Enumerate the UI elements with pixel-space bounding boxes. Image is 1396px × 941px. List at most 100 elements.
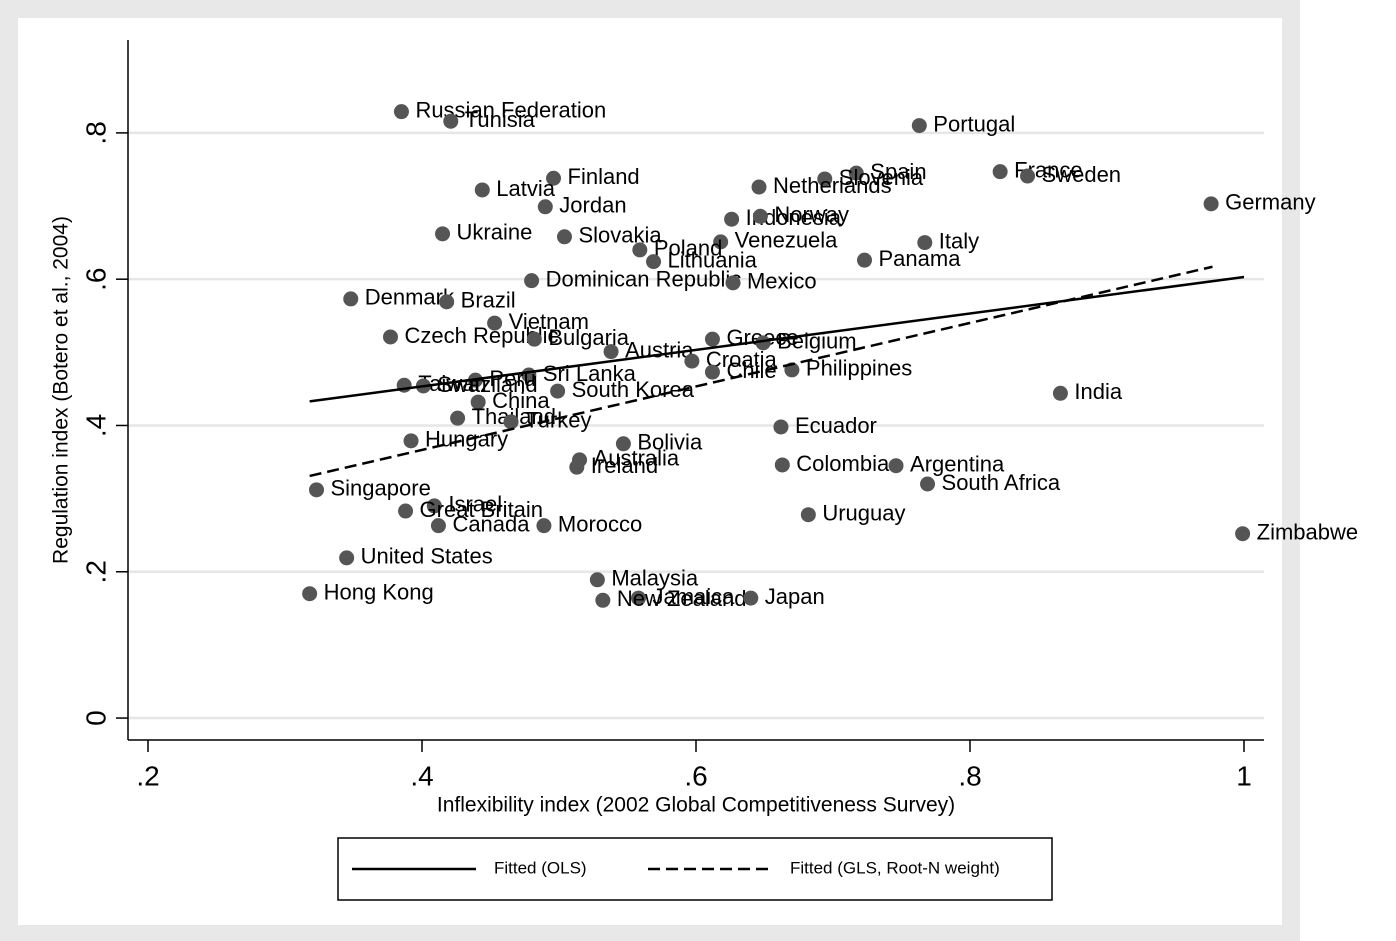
point xyxy=(393,104,409,120)
point-label: Philippines xyxy=(806,356,912,381)
point-label: Panama xyxy=(879,246,962,271)
point xyxy=(752,208,768,224)
point xyxy=(704,331,720,347)
point xyxy=(751,179,767,195)
point-label: Slovenia xyxy=(839,165,924,190)
legend-label: Fitted (OLS) xyxy=(494,858,587,877)
point-label: Germany xyxy=(1225,190,1315,215)
y-tick-label: .4 xyxy=(80,414,111,437)
point-label: Jamaica xyxy=(652,584,735,609)
point xyxy=(632,242,648,258)
x-tick-label: .4 xyxy=(410,760,433,791)
point xyxy=(309,482,325,498)
point xyxy=(917,235,933,251)
point xyxy=(503,414,519,430)
x-tick-label: 1 xyxy=(1236,760,1252,791)
point xyxy=(684,353,700,369)
y-tick-label: .6 xyxy=(80,268,111,291)
point-label: Finland xyxy=(568,164,640,189)
point-label: Mexico xyxy=(747,269,817,294)
point xyxy=(646,254,662,270)
point-label: Argentina xyxy=(910,452,1005,477)
point xyxy=(603,344,619,360)
y-tick-label: 0 xyxy=(80,710,111,726)
fit-line xyxy=(309,275,1245,403)
point xyxy=(339,550,355,566)
point-label: Denmark xyxy=(365,285,455,310)
point-label: Hong Kong xyxy=(324,580,434,605)
point xyxy=(526,331,542,347)
x-tick-label: .2 xyxy=(136,760,159,791)
point xyxy=(474,182,490,198)
point xyxy=(743,590,759,606)
point-label: Norway xyxy=(774,202,849,227)
point xyxy=(992,164,1008,180)
y-tick-label: .8 xyxy=(80,121,111,144)
point-label: Portugal xyxy=(933,111,1015,136)
point-label: South Africa xyxy=(942,470,1061,495)
legend-label: Fitted (GLS, Root-N weight) xyxy=(790,858,1000,877)
point xyxy=(1235,526,1251,542)
point-label: Israel xyxy=(448,492,502,517)
point-label: Morocco xyxy=(558,511,642,536)
point-label: Ukraine xyxy=(457,220,533,245)
x-tick-label: .8 xyxy=(958,760,981,791)
point xyxy=(524,273,540,289)
point xyxy=(487,315,503,331)
point-label: Brazil xyxy=(461,288,516,313)
point xyxy=(888,458,904,474)
point-label: Sweden xyxy=(1042,162,1122,187)
point-label: Zimbabwe xyxy=(1257,520,1358,545)
x-axis-title: Inflexibility index (2002 Global Competi… xyxy=(437,794,955,817)
point xyxy=(774,457,790,473)
point xyxy=(439,294,455,310)
point-label: Malaysia xyxy=(611,566,699,591)
point-label: India xyxy=(1074,379,1122,404)
point xyxy=(343,291,359,307)
point xyxy=(435,226,451,242)
point-label: Tunisia xyxy=(465,107,536,132)
point xyxy=(569,459,585,475)
point-label: Great Britain xyxy=(420,497,544,522)
point-label: New Zealand xyxy=(617,586,747,611)
point xyxy=(430,518,446,534)
point xyxy=(546,170,562,186)
point xyxy=(536,518,552,534)
point-label: Swaziland xyxy=(437,372,537,397)
y-tick-label: .2 xyxy=(80,560,111,583)
point xyxy=(755,335,771,351)
point-label: Venezuela xyxy=(735,228,839,253)
point-label: Colombia xyxy=(796,451,890,476)
point-label: Spain xyxy=(870,159,926,184)
point-label: Slovakia xyxy=(578,223,662,248)
point xyxy=(773,419,789,435)
point-label: Netherlands xyxy=(773,173,892,198)
point-label: Uruguay xyxy=(822,501,905,526)
point xyxy=(398,503,414,519)
fit-line xyxy=(309,265,1213,478)
plot-region xyxy=(18,18,1282,925)
point-label: Turkey xyxy=(525,408,591,433)
point xyxy=(800,507,816,523)
point-label: Australia xyxy=(594,446,680,471)
point xyxy=(704,364,720,380)
point-label: Ecuador xyxy=(795,413,877,438)
point xyxy=(550,383,566,399)
point xyxy=(615,436,631,452)
point xyxy=(920,476,936,492)
point xyxy=(1020,168,1036,184)
point xyxy=(630,590,646,606)
point xyxy=(470,394,486,410)
point xyxy=(426,498,442,514)
point xyxy=(443,113,459,129)
point xyxy=(911,118,927,134)
point-label: Singapore xyxy=(331,476,431,501)
point-label: Ireland xyxy=(591,453,658,478)
point xyxy=(817,171,833,187)
point-label: Lithuania xyxy=(668,247,758,272)
point-label: Vietnam xyxy=(509,309,589,334)
point xyxy=(713,234,729,250)
point xyxy=(450,410,466,426)
point-label: Jordan xyxy=(559,193,626,218)
